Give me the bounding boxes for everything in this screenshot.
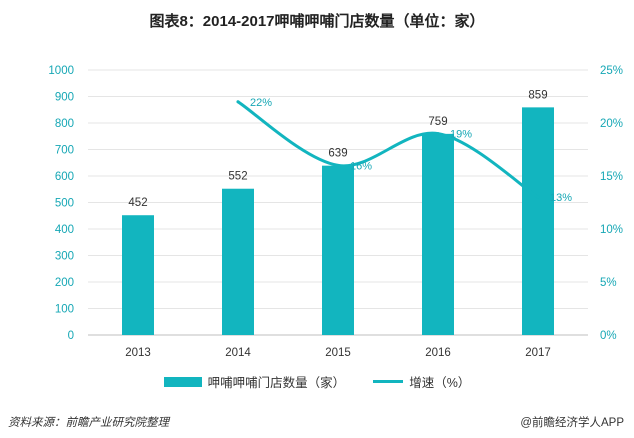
line-point [436, 132, 440, 136]
bar [322, 165, 354, 335]
line-value-label: 19% [450, 129, 472, 141]
left-tick-label: 600 [55, 171, 74, 183]
line-point [236, 100, 240, 104]
legend-bar-swatch [163, 376, 202, 387]
line-series: 22% 16% 19% 13% [236, 97, 572, 204]
brand-credit: @前瞻经济学人APP [520, 417, 624, 429]
left-tick-label: 800 [55, 118, 74, 130]
right-tick-label: 10% [600, 224, 623, 236]
bar-value-label: 552 [228, 171, 247, 183]
line-value-label: 22% [250, 97, 272, 109]
left-tick-label: 200 [55, 277, 74, 289]
legend-item-bar: 呷哺呷哺门店数量（家） [163, 372, 346, 391]
legend-line-label: 增速（%） [409, 376, 471, 390]
left-tick-label: 400 [55, 224, 74, 236]
x-tick-label: 2016 [425, 347, 451, 359]
left-tick-label: 500 [55, 198, 74, 210]
x-tick-label: 2017 [525, 347, 551, 359]
bar-value-label: 452 [128, 197, 147, 209]
line-value-label: 16% [350, 160, 372, 172]
legend-line-swatch [373, 380, 404, 383]
left-tick-label: 300 [55, 251, 74, 263]
source-note: 资料来源：前瞻产业研究院整理 [8, 417, 169, 429]
right-tick-label: 15% [600, 171, 623, 183]
x-tick-label: 2014 [225, 347, 251, 359]
left-tick-label: 900 [55, 92, 74, 104]
bar [122, 215, 154, 335]
left-tick-label: 0 [68, 330, 74, 342]
bar-value-label: 639 [328, 148, 347, 160]
legend-bar-label: 呷哺呷哺门店数量（家） [207, 376, 346, 390]
bar-value-label: 759 [428, 116, 447, 128]
x-tick-label: 2013 [125, 347, 151, 359]
bar-series: 452 552 639 759 859 [122, 89, 554, 336]
left-tick-label: 1000 [48, 65, 74, 77]
bar [422, 133, 454, 335]
right-tick-label: 5% [600, 277, 617, 289]
line-point [336, 163, 340, 167]
x-tick-label: 2015 [325, 347, 351, 359]
chart-title: 图表8：2014-2017呷哺呷哺门店数量（单位：家） [149, 13, 485, 30]
line-value-label: 13% [550, 192, 572, 204]
left-axis: 0 100 200 300 400 500 600 700 800 900 1000 [48, 65, 74, 342]
legend: 呷哺呷哺门店数量（家） 增速（%） [0, 372, 634, 391]
right-tick-label: 20% [600, 118, 623, 130]
left-tick-label: 700 [55, 145, 74, 157]
right-axis: 0% 5% 10% 15% 20% 25% [600, 65, 623, 342]
bar-value-label: 859 [528, 89, 547, 101]
bar [522, 107, 554, 336]
x-axis: 2013 2014 2015 2016 2017 [125, 347, 551, 359]
bar [222, 188, 254, 335]
growth-line [236, 100, 540, 199]
left-tick-label: 100 [55, 304, 74, 316]
line-point [536, 195, 540, 199]
legend-item-line: 增速（%） [373, 372, 470, 391]
right-tick-label: 25% [600, 65, 623, 77]
right-tick-label: 0% [600, 330, 617, 342]
